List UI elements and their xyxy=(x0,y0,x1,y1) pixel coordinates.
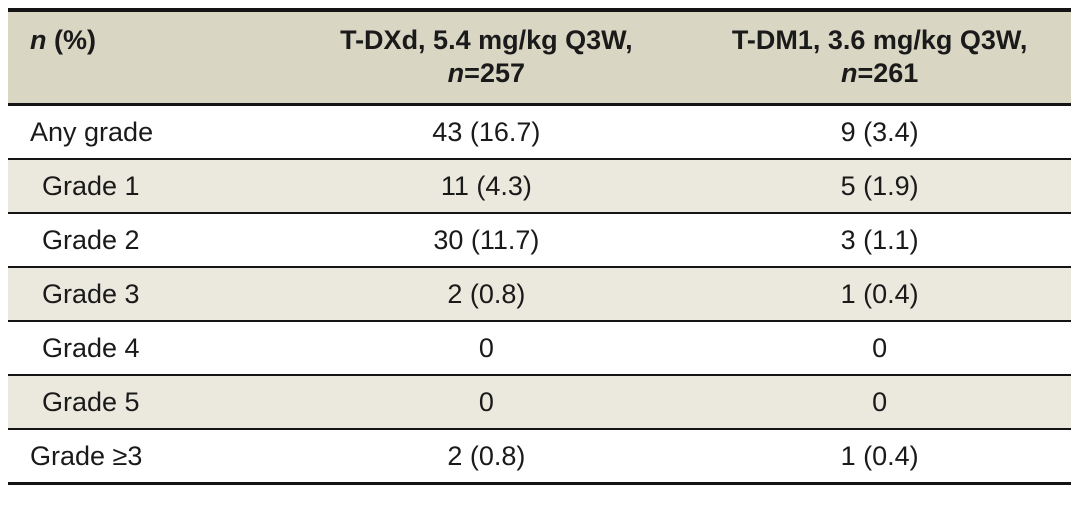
cell-tdxd-value: 0 xyxy=(478,386,494,417)
row-label: Grade 2 xyxy=(42,224,140,255)
cell-tdxd-value: 11 (4.3) xyxy=(440,170,532,201)
table-body: Any grade 43 (16.7) 9 (3.4) Grade 1 11 (… xyxy=(8,104,1071,484)
cell-tdm1-value: 0 xyxy=(872,332,888,363)
table-row-any-grade: Any grade 43 (16.7) 9 (3.4) xyxy=(8,104,1071,159)
row-label: Grade 1 xyxy=(42,170,140,201)
table-row-grade-4: Grade 4 0 0 xyxy=(8,321,1071,375)
cell-tdm1-value: 5 (1.9) xyxy=(840,170,919,201)
cell-tdm1-value: 0 xyxy=(872,386,888,417)
row-label: Any grade xyxy=(30,116,154,147)
tdxd-n-count: =257 xyxy=(464,58,525,88)
row-label: Grade 4 xyxy=(42,332,140,363)
table-row-grade-3: Grade 3 2 (0.8) 1 (0.4) xyxy=(8,267,1071,321)
table-row-grade-ge3: Grade ≥3 2 (0.8) 1 (0.4) xyxy=(8,429,1071,484)
tdm1-n-count: =261 xyxy=(857,58,919,88)
row-label: Grade ≥3 xyxy=(30,440,143,471)
cell-tdm1-value: 1 (0.4) xyxy=(840,440,919,471)
adverse-events-table: n (%) T-DXd, 5.4 mg/kg Q3W, n=257 T-DM1, … xyxy=(8,8,1071,485)
table-row-grade-5: Grade 5 0 0 xyxy=(8,375,1071,429)
row-label: Grade 5 xyxy=(42,386,140,417)
cell-tdm1-value: 1 (0.4) xyxy=(840,278,919,309)
cell-tdxd-value: 0 xyxy=(478,332,494,363)
cell-tdxd-value: 43 (16.7) xyxy=(432,116,541,147)
tdxd-arm-label: T-DXd, 5.4 mg/kg Q3W, xyxy=(340,25,633,55)
header-cell-tdm1-arm: T-DM1, 3.6 mg/kg Q3W, n=261 xyxy=(688,10,1071,105)
cell-tdm1-value: 9 (3.4) xyxy=(840,116,919,147)
header-cell-tdxd-arm: T-DXd, 5.4 mg/kg Q3W, n=257 xyxy=(284,10,688,105)
cell-tdxd-value: 30 (11.7) xyxy=(433,224,540,255)
header-cell-metric: n (%) xyxy=(8,10,284,105)
cell-tdm1-value: 3 (1.1) xyxy=(840,224,919,255)
table-header: n (%) T-DXd, 5.4 mg/kg Q3W, n=257 T-DM1, … xyxy=(8,10,1071,105)
tdm1-arm-label: T-DM1, 3.6 mg/kg Q3W, xyxy=(731,25,1028,55)
metric-n-symbol: n xyxy=(30,25,47,55)
tdxd-n-symbol: n xyxy=(447,58,465,88)
header-row: n (%) T-DXd, 5.4 mg/kg Q3W, n=257 T-DM1, … xyxy=(8,10,1071,105)
tdm1-n-symbol: n xyxy=(840,58,858,88)
row-label: Grade 3 xyxy=(42,278,140,309)
adverse-events-table-container: n (%) T-DXd, 5.4 mg/kg Q3W, n=257 T-DM1, … xyxy=(8,8,1071,485)
table-row-grade-1: Grade 1 11 (4.3) 5 (1.9) xyxy=(8,159,1071,213)
table-row-grade-2: Grade 2 30 (11.7) 3 (1.1) xyxy=(8,213,1071,267)
cell-tdxd-value: 2 (0.8) xyxy=(447,440,526,471)
cell-tdxd-value: 2 (0.8) xyxy=(447,278,526,309)
metric-suffix: (%) xyxy=(46,25,96,55)
